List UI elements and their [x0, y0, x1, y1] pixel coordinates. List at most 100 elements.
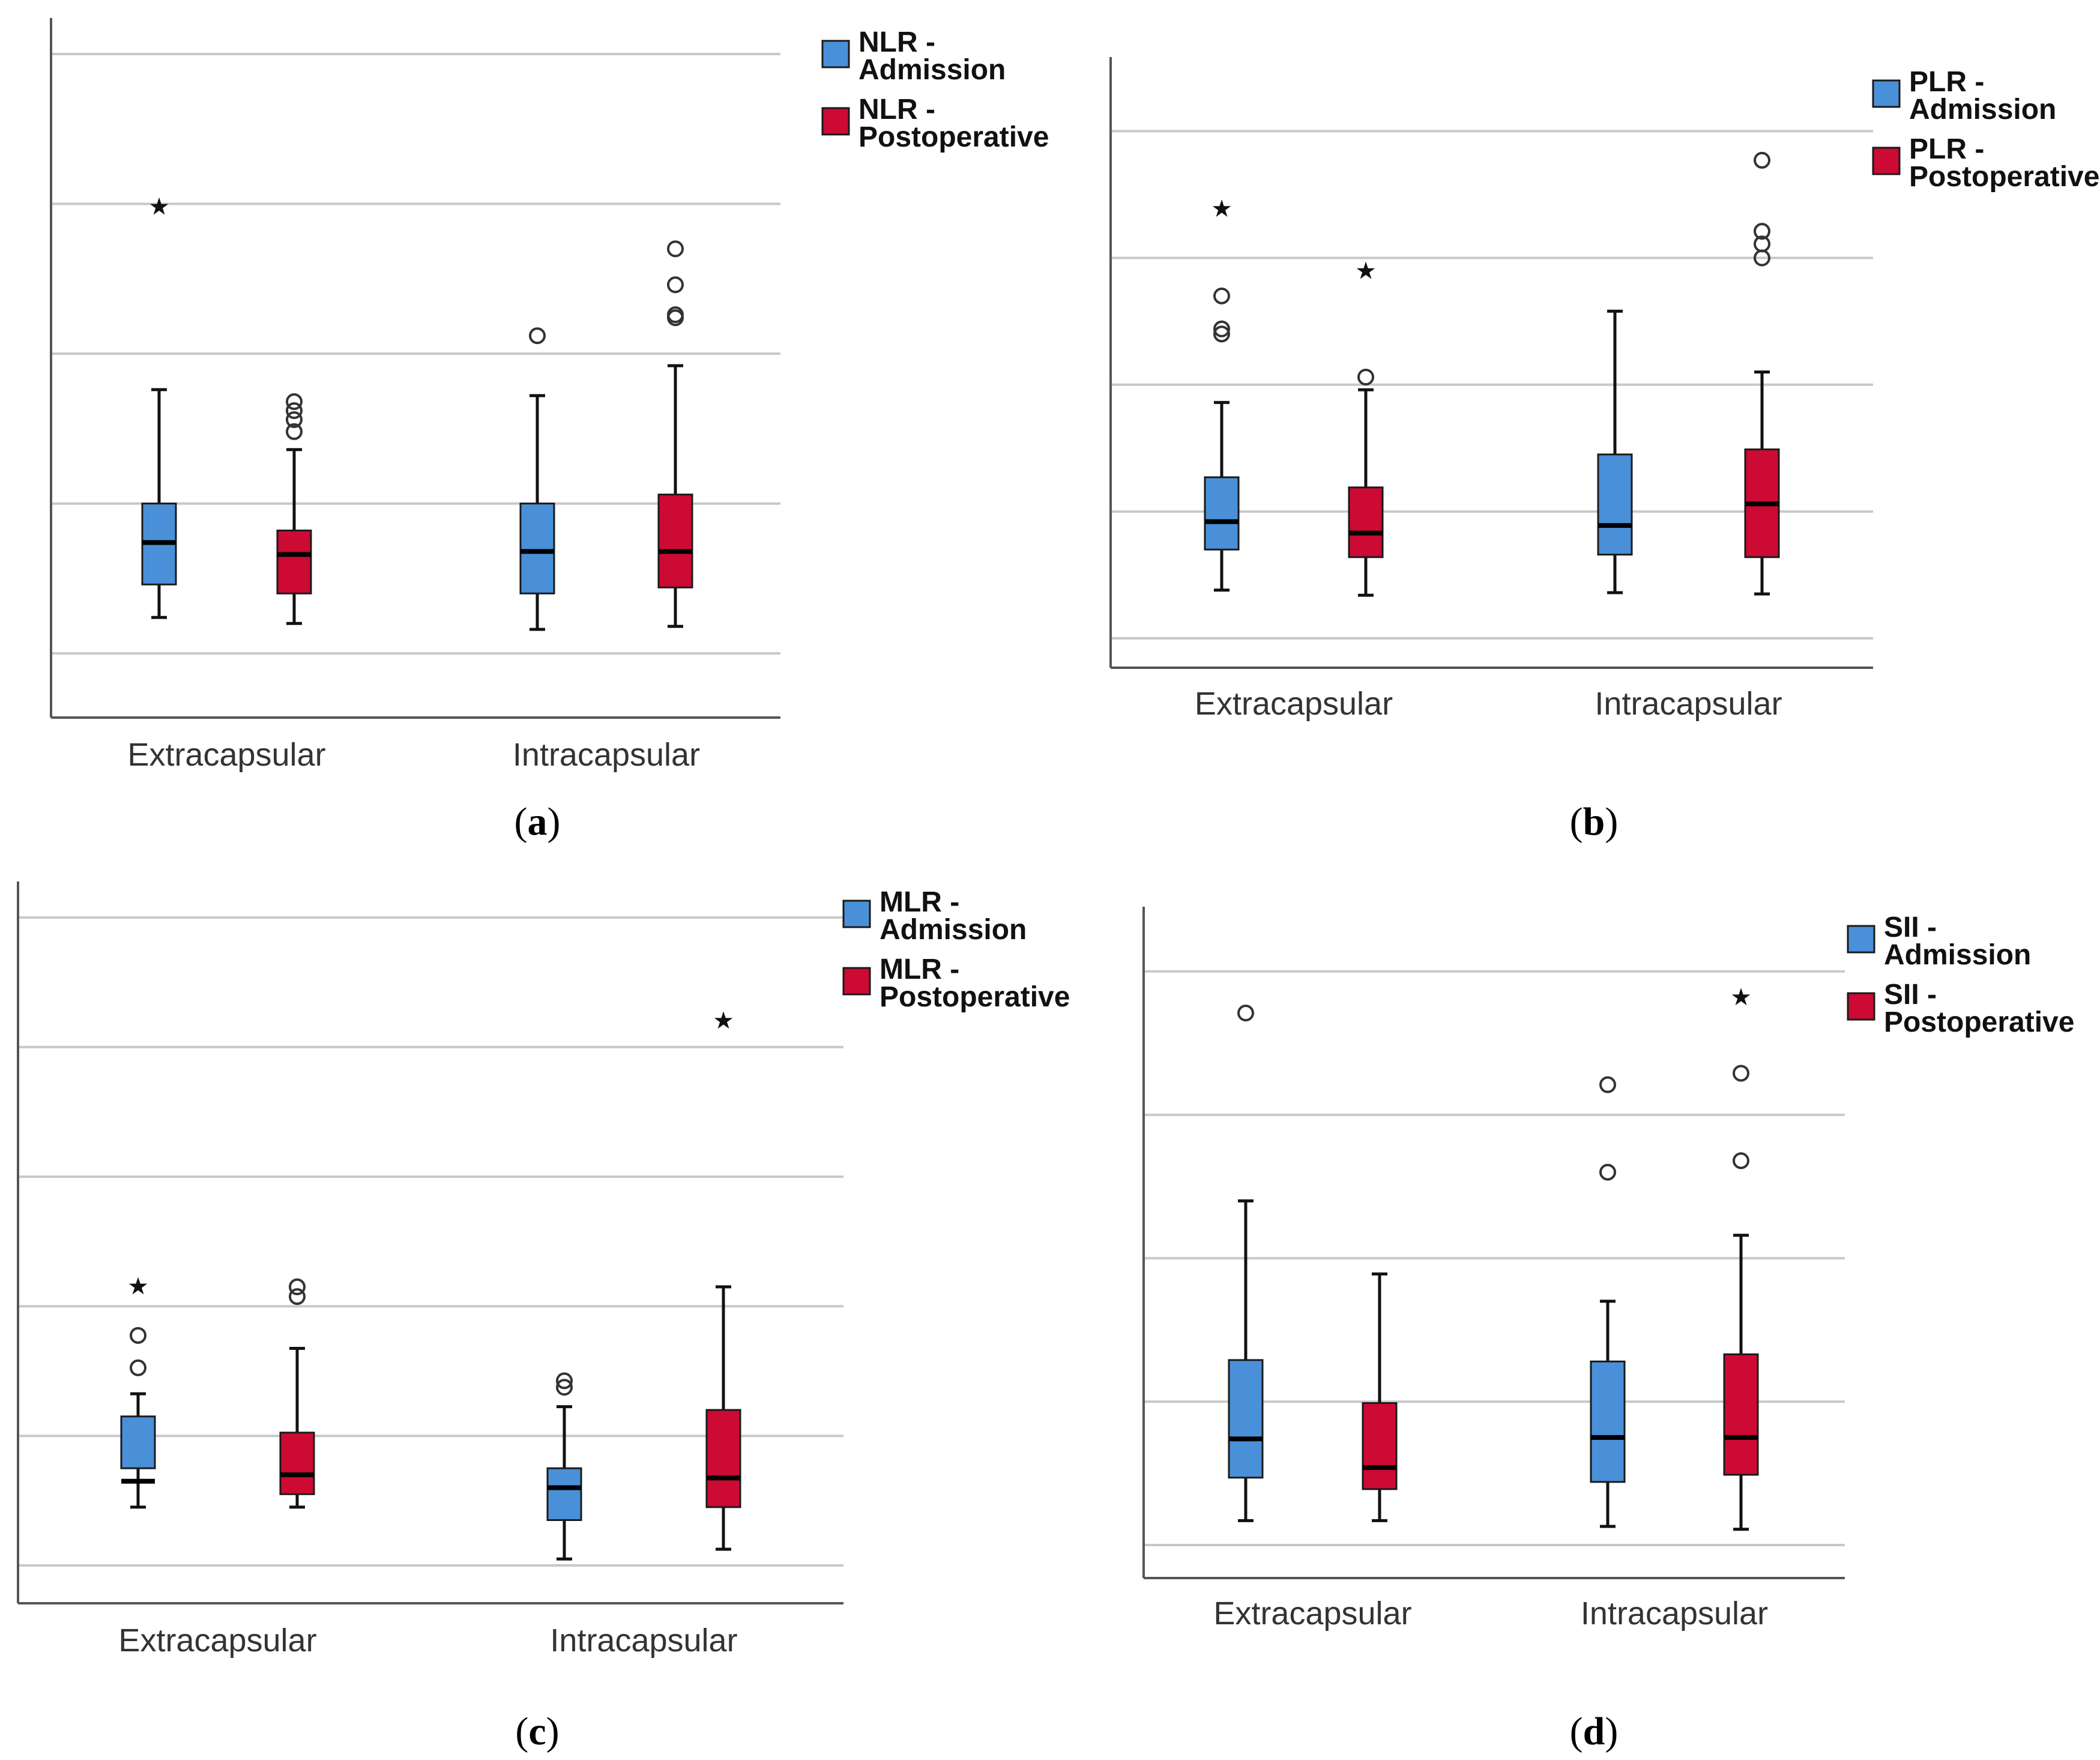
box-extracapsular-postoperative: ★: [1348, 257, 1384, 597]
legend-swatch-postoperative: [842, 967, 871, 996]
box-iqr: [279, 1432, 315, 1495]
outlier-point: [1754, 223, 1770, 240]
panel-caption: (d): [1570, 1710, 1619, 1753]
outlier-point: [286, 411, 303, 428]
box-intracapsular-postoperative: ★: [705, 1007, 741, 1551]
extreme-point: ★: [1211, 195, 1233, 223]
legend-label-line1: MLR -: [880, 886, 959, 918]
outlier-point: [1733, 1065, 1749, 1082]
box-intracapsular-postoperative: [1744, 151, 1780, 596]
box-iqr: [120, 1415, 156, 1469]
legend-label-line1: SII -: [1884, 979, 1937, 1011]
box-extracapsular-postoperative: [276, 393, 312, 625]
box-iqr: [657, 494, 693, 588]
legend-label-line2: Admission: [1909, 94, 2056, 125]
box-extracapsular-admission: ★: [141, 193, 177, 619]
legend-label-line1: PLR -: [1909, 133, 1984, 165]
outlier-point: [529, 327, 546, 345]
box-iqr: [1597, 453, 1633, 556]
panel-caption: (a): [514, 800, 561, 844]
outlier-point: [1754, 151, 1770, 169]
outlier-point: [1754, 235, 1770, 253]
legend-swatch-admission: [1847, 925, 1875, 954]
legend-swatch-admission: [842, 900, 871, 928]
legend-swatch-postoperative: [821, 107, 850, 136]
legend-label-line2: Admission: [1884, 939, 2031, 971]
box-iqr: [1362, 1402, 1398, 1490]
outlier-point: [1213, 325, 1230, 343]
outlier-point: [1733, 1152, 1749, 1169]
outlier-point: [1237, 1005, 1254, 1022]
box-iqr: [1590, 1360, 1626, 1483]
outlier-point: [286, 393, 303, 410]
category-label: Intracapsular: [513, 737, 700, 773]
box-extracapsular-admission: [1228, 1005, 1264, 1522]
outlier-point: [1357, 369, 1374, 386]
legend-label-line1: MLR -: [880, 954, 959, 985]
box-extracapsular-admission: ★: [120, 1273, 156, 1509]
box-intracapsular-admission: [519, 327, 555, 631]
box-iqr: [705, 1409, 741, 1508]
category-label: Intracapsular: [550, 1622, 737, 1659]
outlier-point: [667, 306, 684, 324]
box-extracapsular-postoperative: [279, 1278, 315, 1509]
outlier-point: [286, 402, 303, 419]
box-intracapsular-admission: [546, 1372, 582, 1561]
box-iqr: [546, 1467, 582, 1521]
legend-label-line2: Postoperative: [1909, 161, 2099, 193]
category-label: Extracapsular: [118, 1622, 316, 1659]
category-label: Intracapsular: [1595, 686, 1782, 722]
extreme-point: ★: [148, 193, 170, 221]
box-extracapsular-postoperative: [1362, 1272, 1398, 1522]
outlier-point: [1599, 1076, 1616, 1093]
category-label: Extracapsular: [1213, 1595, 1411, 1631]
legend-label-line1: PLR -: [1909, 66, 1984, 98]
box-iqr: [1723, 1353, 1759, 1476]
box-iqr: [1228, 1359, 1264, 1479]
legend-label-line1: SII -: [1884, 912, 1937, 943]
outlier-point: [130, 1326, 146, 1344]
legend-label-line2: Postoperative: [880, 981, 1070, 1013]
box-iqr: [276, 529, 312, 594]
box-extracapsular-admission: ★: [1204, 195, 1240, 592]
box-intracapsular-postoperative: [657, 240, 693, 628]
box-iqr: [1348, 486, 1384, 558]
outlier-point: [286, 423, 303, 440]
extreme-point: ★: [713, 1007, 734, 1035]
outlier-point: [556, 1372, 573, 1390]
outlier-point: [1599, 1164, 1616, 1181]
outlier-point: [130, 1359, 146, 1376]
outlier-point: [667, 240, 684, 258]
legend-label-line1: NLR -: [858, 94, 935, 125]
category-label: Extracapsular: [127, 737, 325, 773]
extreme-point: ★: [1355, 257, 1377, 285]
legend-swatch-admission: [821, 40, 850, 68]
legend-label-line2: Admission: [880, 914, 1027, 946]
legend-label-line2: Postoperative: [858, 121, 1049, 153]
legend-swatch-admission: [1872, 79, 1901, 108]
outlier-point: [289, 1288, 306, 1305]
box-iqr: [519, 503, 555, 594]
extreme-point: ★: [127, 1273, 149, 1301]
panel-caption: (c): [515, 1710, 559, 1753]
box-intracapsular-postoperative: ★: [1723, 984, 1759, 1531]
outlier-point: [1213, 287, 1230, 304]
outlier-point: [1213, 320, 1230, 337]
outlier-point: [289, 1278, 306, 1296]
legend-swatch-postoperative: [1872, 147, 1901, 175]
extreme-point: ★: [1730, 984, 1752, 1011]
chart-panel-a: ★ Extracapsular Intracapsular NLR -Admissio…: [50, 18, 1049, 844]
legend-label-line1: NLR -: [858, 26, 935, 58]
legend-label-line2: Postoperative: [1884, 1006, 2074, 1038]
category-label: Extracapsular: [1195, 686, 1393, 722]
outlier-point: [667, 276, 684, 294]
legend-swatch-postoperative: [1847, 992, 1875, 1021]
